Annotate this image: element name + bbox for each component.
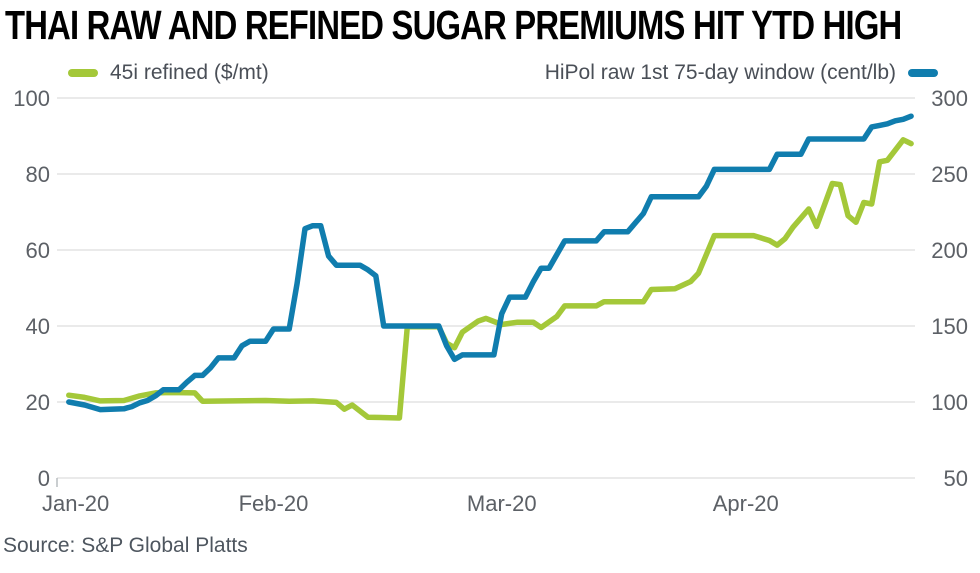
right-axis-tick-label: 100 <box>931 390 968 415</box>
right-axis-tick-label: 150 <box>931 314 968 339</box>
left-axis-tick-label: 40 <box>26 314 50 339</box>
right-axis-tick-label: 300 <box>931 86 968 111</box>
x-axis-month-label: Feb-20 <box>239 491 309 516</box>
legend-label-45i-refined: 45i refined ($/mt) <box>110 61 269 84</box>
chart-title: THAI RAW AND REFINED SUGAR PREMIUMS HIT … <box>5 2 902 48</box>
left-axis-tick-label: 20 <box>26 390 50 415</box>
chart-legend: 45i refined ($/mt) HiPol raw 1st 75-day … <box>68 60 938 86</box>
left-axis-tick-label: 100 <box>13 86 50 111</box>
source-note: Source: S&P Global Platts <box>3 534 248 557</box>
right-axis-tick-label: 50 <box>944 466 968 491</box>
left-axis-tick-label: 80 <box>26 162 50 187</box>
x-axis-month-label: Jan-20 <box>42 491 109 516</box>
line-45i-refined <box>66 137 914 421</box>
legend-item-45i-refined: 45i refined ($/mt) <box>68 61 269 85</box>
x-axis-month-label: Mar-20 <box>467 491 537 516</box>
right-axis-tick-label: 200 <box>931 238 968 263</box>
left-axis-tick-label: 0 <box>38 466 50 491</box>
x-axis-month-label: Apr-20 <box>713 491 779 516</box>
line-hipol-raw <box>66 113 914 413</box>
left-axis-tick-label: 60 <box>26 238 50 263</box>
legend-swatch-green-icon <box>68 69 98 77</box>
legend-label-hipol-raw: HiPol raw 1st 75-day window (cent/lb) <box>544 61 896 84</box>
legend-item-hipol-raw: HiPol raw 1st 75-day window (cent/lb) <box>545 61 938 85</box>
legend-swatch-blue-icon <box>908 69 938 77</box>
right-axis-tick-label: 250 <box>931 162 968 187</box>
